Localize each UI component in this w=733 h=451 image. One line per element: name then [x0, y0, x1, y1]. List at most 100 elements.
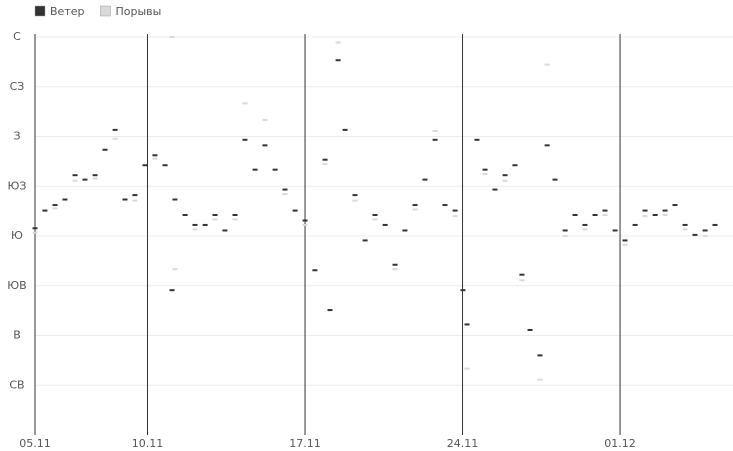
y-tick-label: СВ: [9, 378, 24, 391]
point: [42, 209, 48, 212]
point: [232, 213, 238, 216]
point: [702, 229, 708, 232]
y-tick-label: ЮВ: [7, 279, 26, 292]
point: [632, 223, 638, 226]
point: [562, 229, 568, 232]
point: [252, 168, 258, 171]
legend-swatch[interactable]: [100, 5, 111, 17]
x-tick-label: 05.11: [19, 437, 51, 450]
point: [182, 213, 188, 216]
point: [62, 198, 68, 201]
point: [402, 229, 408, 232]
point: [335, 41, 341, 44]
point: [622, 239, 628, 242]
point: [392, 263, 398, 266]
point: [372, 218, 378, 221]
point: [572, 213, 578, 216]
point: [482, 173, 488, 176]
point: [642, 215, 648, 218]
point: [537, 354, 543, 357]
point: [169, 289, 175, 292]
point: [582, 228, 588, 231]
point: [212, 213, 218, 216]
point: [82, 178, 88, 181]
point: [474, 138, 480, 141]
point: [712, 223, 718, 226]
point: [352, 194, 358, 197]
point: [122, 198, 128, 201]
point: [464, 367, 470, 370]
point: [592, 213, 598, 216]
point: [92, 174, 98, 177]
point: [52, 207, 58, 210]
point: [652, 213, 658, 216]
point: [537, 378, 543, 381]
point: [382, 223, 388, 226]
point: [519, 279, 525, 282]
point: [502, 179, 508, 182]
point: [192, 223, 198, 226]
x-tick-label: 10.11: [132, 437, 164, 450]
point: [452, 209, 458, 212]
point: [582, 223, 588, 226]
point: [335, 59, 341, 62]
point: [544, 63, 550, 66]
point: [622, 243, 628, 246]
point: [152, 154, 158, 157]
y-tick-label: ЮЗ: [8, 179, 27, 192]
point: [519, 273, 525, 276]
point: [302, 219, 308, 222]
point: [682, 228, 688, 231]
point: [232, 218, 238, 221]
point: [327, 309, 333, 312]
point: [222, 229, 228, 232]
point: [432, 138, 438, 141]
point: [112, 128, 118, 131]
x-tick-label: 24.11: [447, 437, 479, 450]
point: [464, 323, 470, 326]
y-tick-label: З: [13, 130, 20, 143]
point: [482, 168, 488, 171]
point: [272, 168, 278, 171]
y-tick-label: Ю: [11, 229, 23, 242]
point: [242, 138, 248, 141]
legend-swatch[interactable]: [34, 5, 46, 17]
point: [452, 215, 458, 218]
legend-label[interactable]: Ветер: [50, 5, 84, 18]
x-tick-label: 17.11: [289, 437, 321, 450]
point: [322, 158, 328, 161]
point: [212, 218, 218, 221]
point: [352, 199, 358, 202]
point: [642, 209, 648, 212]
point: [32, 231, 38, 234]
point: [662, 209, 668, 212]
point: [662, 213, 668, 216]
point: [172, 268, 178, 271]
point: [672, 204, 678, 207]
point: [282, 192, 288, 195]
point: [92, 177, 98, 180]
point: [692, 233, 698, 236]
point: [292, 209, 298, 212]
y-tick-label: С: [13, 30, 21, 43]
point: [152, 157, 158, 160]
point: [302, 223, 308, 226]
point: [552, 178, 558, 181]
point: [602, 209, 608, 212]
point: [202, 223, 208, 226]
point: [102, 148, 108, 151]
point: [442, 204, 448, 207]
point: [502, 174, 508, 177]
y-tick-label: СЗ: [10, 80, 25, 93]
x-tick-label: 01.12: [604, 437, 636, 450]
point: [362, 239, 368, 242]
legend-label[interactable]: Порывы: [115, 5, 161, 18]
point: [682, 223, 688, 226]
point: [460, 289, 466, 292]
point: [282, 188, 288, 191]
point: [242, 102, 248, 105]
point: [372, 213, 378, 216]
point: [172, 198, 178, 201]
point: [192, 228, 198, 231]
point: [492, 188, 498, 191]
